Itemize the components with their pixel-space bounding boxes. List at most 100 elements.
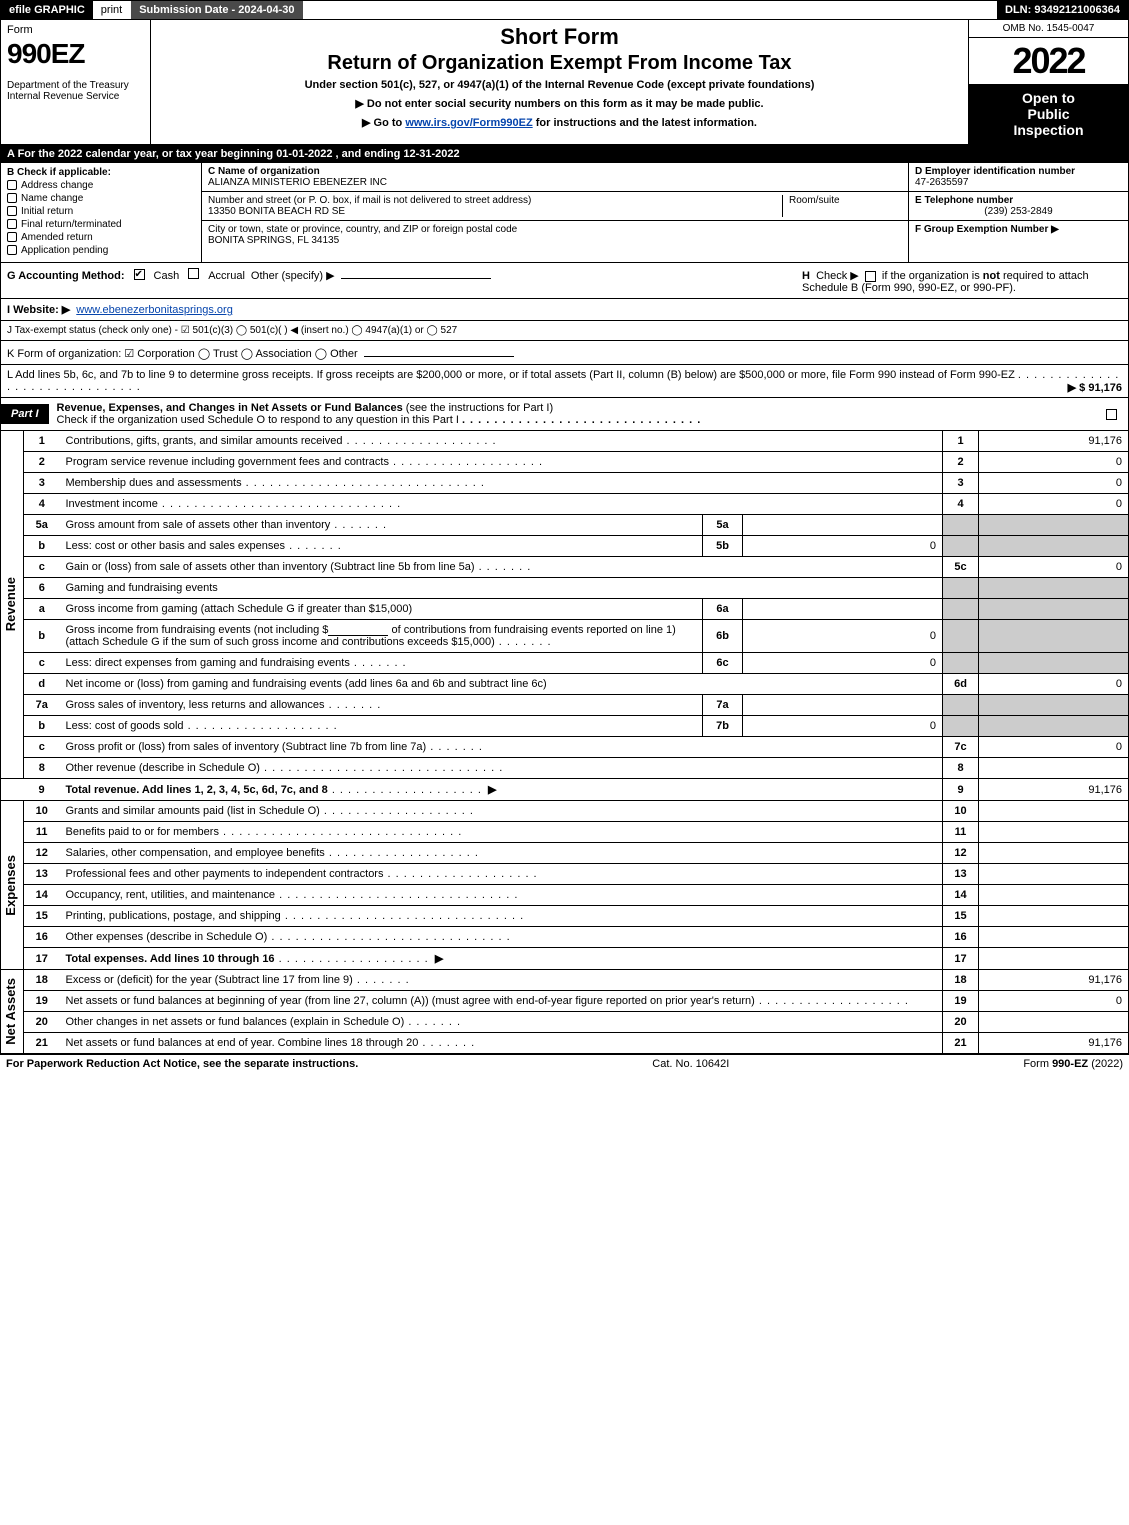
val-20 — [979, 1012, 1129, 1033]
val-19: 0 — [979, 991, 1129, 1012]
val-3: 0 — [979, 473, 1129, 494]
line-7c: c Gross profit or (loss) from sales of i… — [1, 737, 1129, 758]
row-i: I Website: ▶ www.ebenezerbonitasprings.o… — [0, 299, 1129, 321]
line-2: 2 Program service revenue including gove… — [1, 452, 1129, 473]
check-name-change[interactable]: Name change — [7, 193, 195, 204]
return-title: Return of Organization Exempt From Incom… — [159, 52, 960, 75]
org-name: ALIANZA MINISTERIO EBENEZER INC — [208, 177, 902, 188]
val-2: 0 — [979, 452, 1129, 473]
d-label: D Employer identification number — [915, 166, 1122, 177]
line-15: 15 Printing, publications, postage, and … — [1, 906, 1129, 927]
val-11 — [979, 822, 1129, 843]
form-number: 990EZ — [7, 38, 144, 70]
line-5a: 5a Gross amount from sale of assets othe… — [1, 515, 1129, 536]
c-label: C Name of organization — [208, 166, 902, 177]
omb-number: OMB No. 1545-0047 — [969, 20, 1128, 38]
ein-cell: D Employer identification number 47-2635… — [909, 163, 1128, 192]
line-11: 11 Benefits paid to or for members 11 — [1, 822, 1129, 843]
row-l: L Add lines 5b, 6c, and 7b to line 9 to … — [0, 365, 1129, 398]
addr-label: Number and street (or P. O. box, if mail… — [208, 195, 531, 206]
val-9: 91,176 — [979, 779, 1129, 801]
subtitle: Under section 501(c), 527, or 4947(a)(1)… — [159, 79, 960, 91]
phone: (239) 253-2849 — [915, 206, 1122, 217]
header-right: OMB No. 1545-0047 2022 Open to Public In… — [968, 20, 1128, 144]
short-form-title: Short Form — [159, 24, 960, 50]
val-15 — [979, 906, 1129, 927]
city-label: City or town, state or province, country… — [208, 224, 517, 235]
part1-checkbox[interactable] — [1103, 408, 1128, 420]
street-address: 13350 BONITA BEACH RD SE — [208, 206, 345, 217]
k-other-line[interactable] — [364, 345, 514, 357]
val-10 — [979, 801, 1129, 822]
val-8 — [979, 758, 1129, 779]
expenses-label: Expenses — [1, 853, 23, 918]
b-label: B Check if applicable: — [7, 167, 195, 178]
l-text: L Add lines 5b, 6c, and 7b to line 9 to … — [7, 369, 1015, 381]
check-accrual[interactable] — [188, 268, 199, 279]
line-16: 16 Other expenses (describe in Schedule … — [1, 927, 1129, 948]
instruction-2: ▶ Go to www.irs.gov/Form990EZ for instru… — [159, 116, 960, 129]
line-10: Expenses 10 Grants and similar amounts p… — [1, 801, 1129, 822]
i-label: I Website: ▶ — [7, 303, 70, 316]
open3: Inspection — [973, 122, 1124, 138]
val-4: 0 — [979, 494, 1129, 515]
open2: Public — [973, 106, 1124, 122]
part1-title: Revenue, Expenses, and Changes in Net As… — [49, 398, 710, 430]
header-center: Short Form Return of Organization Exempt… — [151, 20, 968, 144]
row-a: A For the 2022 calendar year, or tax yea… — [0, 145, 1129, 163]
line-4: 4 Investment income 4 0 — [1, 494, 1129, 515]
address-cell: Number and street (or P. O. box, if mail… — [202, 192, 908, 221]
footer-right: Form 990-EZ (2022) — [1023, 1058, 1123, 1070]
footer-left: For Paperwork Reduction Act Notice, see … — [6, 1058, 358, 1070]
line-6: 6 Gaming and fundraising events — [1, 578, 1129, 599]
phone-cell: E Telephone number (239) 253-2849 — [909, 192, 1128, 221]
part1-header: Part I Revenue, Expenses, and Changes in… — [0, 398, 1129, 431]
check-initial-return[interactable]: Initial return — [7, 206, 195, 217]
header-left: Form 990EZ Department of the Treasury In… — [1, 20, 151, 144]
val-21: 91,176 — [979, 1033, 1129, 1054]
org-name-cell: C Name of organization ALIANZA MINISTERI… — [202, 163, 908, 192]
instr2-pre: ▶ Go to — [362, 117, 405, 129]
line-13: 13 Professional fees and other payments … — [1, 864, 1129, 885]
topbar-spacer — [304, 1, 998, 19]
val-7c: 0 — [979, 737, 1129, 758]
line-6a: a Gross income from gaming (attach Sched… — [1, 599, 1129, 620]
check-if-applicable: B Check if applicable: Address change Na… — [1, 163, 201, 262]
name-address: C Name of organization ALIANZA MINISTERI… — [201, 163, 908, 262]
line-3: 3 Membership dues and assessments 3 0 — [1, 473, 1129, 494]
city-state-zip: BONITA SPRINGS, FL 34135 — [208, 235, 339, 246]
form-word: Form — [7, 24, 144, 36]
val-18: 91,176 — [979, 970, 1129, 991]
dln: DLN: 93492121006364 — [997, 1, 1128, 19]
check-cash[interactable] — [134, 269, 145, 280]
top-bar: efile GRAPHIC print Submission Date - 20… — [0, 0, 1129, 20]
line-6b: b Gross income from fundraising events (… — [1, 620, 1129, 653]
irs-link[interactable]: www.irs.gov/Form990EZ — [405, 117, 532, 129]
check-address-change[interactable]: Address change — [7, 180, 195, 191]
row-j: J Tax-exempt status (check only one) - ☑… — [0, 321, 1129, 341]
instr2-post: for instructions and the latest informat… — [533, 117, 757, 129]
check-amended-return[interactable]: Amended return — [7, 232, 195, 243]
netassets-label: Net Assets — [1, 976, 23, 1047]
website-link[interactable]: www.ebenezerbonitasprings.org — [76, 304, 233, 316]
line-17: 17 Total expenses. Add lines 10 through … — [1, 948, 1129, 970]
line-6c: c Less: direct expenses from gaming and … — [1, 653, 1129, 674]
line-5c: c Gain or (loss) from sale of assets oth… — [1, 557, 1129, 578]
k-text: K Form of organization: ☑ Corporation ◯ … — [7, 347, 358, 360]
check-schedule-b[interactable] — [865, 271, 876, 282]
header: Form 990EZ Department of the Treasury In… — [0, 20, 1129, 145]
val-16 — [979, 927, 1129, 948]
line-9: 9 Total revenue. Add lines 1, 2, 3, 4, 5… — [1, 779, 1129, 801]
other-specify-line[interactable] — [341, 267, 491, 279]
check-final-return[interactable]: Final return/terminated — [7, 219, 195, 230]
row-k: K Form of organization: ☑ Corporation ◯ … — [0, 341, 1129, 365]
instruction-1: ▶ Do not enter social security numbers o… — [159, 97, 960, 110]
h-text: H Check ▶ if the organization is not req… — [802, 269, 1122, 294]
check-application-pending[interactable]: Application pending — [7, 245, 195, 256]
print-link[interactable]: print — [93, 1, 130, 19]
line-5b: b Less: cost or other basis and sales ex… — [1, 536, 1129, 557]
city-cell: City or town, state or province, country… — [202, 221, 908, 249]
line-8: 8 Other revenue (describe in Schedule O)… — [1, 758, 1129, 779]
val-13 — [979, 864, 1129, 885]
open1: Open to — [973, 90, 1124, 106]
